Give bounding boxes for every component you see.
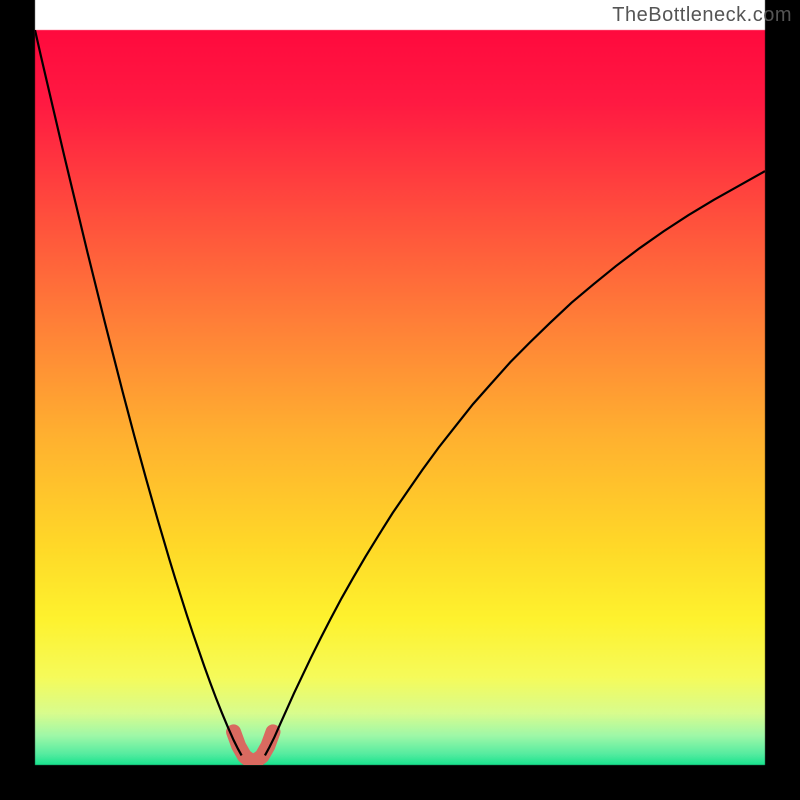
chart-container: TheBottleneck.com (0, 0, 800, 800)
curve-left (35, 30, 242, 755)
valley-marker (234, 732, 273, 761)
curve-right (265, 171, 765, 755)
watermark-text: TheBottleneck.com (612, 4, 792, 27)
chart-curves (0, 0, 800, 800)
